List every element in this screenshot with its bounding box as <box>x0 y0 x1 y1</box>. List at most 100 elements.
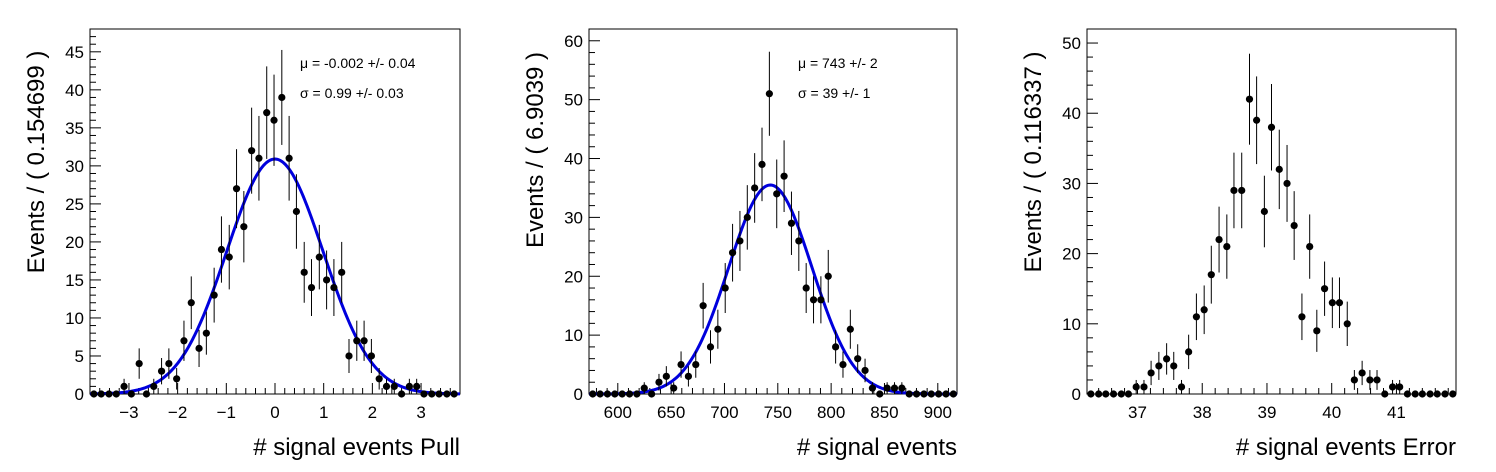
data-marker <box>589 390 597 398</box>
data-point <box>1147 360 1155 386</box>
data-point <box>751 153 759 223</box>
data-point <box>210 267 218 323</box>
data-marker <box>603 390 612 398</box>
data-point <box>883 382 891 394</box>
x-tick-label: 41 <box>1387 403 1406 422</box>
data-point <box>1253 76 1261 165</box>
data-marker <box>1388 383 1397 391</box>
x-axis-label: # signal events <box>797 434 957 461</box>
data-marker <box>390 382 398 390</box>
data-marker <box>876 390 884 398</box>
data-point <box>942 390 950 398</box>
x-tick-label: 37 <box>1128 403 1147 422</box>
data-marker <box>202 329 210 337</box>
y-tick-label: 10 <box>65 309 84 328</box>
data-point <box>1109 390 1118 398</box>
data-point <box>225 224 233 290</box>
data-marker <box>854 355 862 363</box>
data-point <box>824 249 832 303</box>
data-point <box>90 390 98 398</box>
y-tick-label: 20 <box>1062 245 1081 264</box>
data-point <box>240 191 248 263</box>
data-marker <box>1449 390 1457 398</box>
data-marker <box>1267 123 1276 131</box>
y-tick-label: 20 <box>564 267 583 286</box>
data-marker <box>1223 242 1231 251</box>
data-marker <box>751 184 759 192</box>
data-marker <box>596 390 604 398</box>
data-marker <box>405 382 413 390</box>
data-point <box>1223 214 1231 279</box>
data-marker <box>861 366 869 375</box>
data-marker <box>883 384 891 392</box>
fit-curve <box>589 183 957 396</box>
data-point <box>217 216 226 283</box>
data-point <box>721 263 729 314</box>
data-point <box>248 107 256 194</box>
data-point <box>1207 245 1215 304</box>
data-point <box>787 191 796 255</box>
data-point <box>758 127 766 202</box>
data-marker <box>173 375 181 383</box>
data-marker <box>1155 362 1163 370</box>
x-tick-label: 1 <box>319 403 328 422</box>
data-marker <box>375 375 383 383</box>
data-point <box>655 373 663 391</box>
data-marker <box>413 382 421 390</box>
data-point <box>846 309 854 349</box>
data-marker <box>1260 207 1268 216</box>
data-marker <box>648 390 656 398</box>
data-point <box>1306 214 1314 279</box>
data-marker <box>1192 313 1201 321</box>
data-marker <box>135 359 143 368</box>
data-marker <box>1396 383 1404 391</box>
data-marker <box>1230 186 1238 195</box>
y-tick-label: 45 <box>65 43 84 62</box>
data-marker <box>846 325 854 333</box>
data-point <box>323 250 331 310</box>
data-marker <box>824 272 832 280</box>
data-marker <box>633 390 641 398</box>
data-marker <box>1215 235 1223 244</box>
data-marker <box>338 268 346 276</box>
data-marker <box>330 283 338 292</box>
data-point <box>180 320 188 361</box>
data-marker <box>315 253 323 261</box>
data-point <box>173 368 181 390</box>
data-marker <box>699 302 707 310</box>
data-point <box>307 259 316 316</box>
data-point <box>435 390 443 398</box>
data-marker <box>367 352 375 360</box>
fit-mean-annotation: μ = 743 +/- 2 <box>798 55 878 71</box>
data-marker <box>1350 376 1358 384</box>
data-marker <box>1177 383 1186 391</box>
data-marker <box>1366 376 1374 384</box>
data-marker <box>802 284 810 292</box>
data-point <box>428 390 436 398</box>
data-marker <box>1102 390 1110 398</box>
data-point <box>1245 53 1254 145</box>
data-marker <box>255 154 263 162</box>
data-marker <box>120 382 128 390</box>
data-point <box>912 390 921 398</box>
data-point <box>1403 390 1412 398</box>
data-point <box>375 368 383 390</box>
data-point <box>390 378 398 394</box>
y-tick-label: 10 <box>564 326 583 345</box>
data-point <box>802 263 810 314</box>
data-marker <box>157 367 166 375</box>
data-marker <box>1207 271 1215 279</box>
data-point <box>1411 390 1419 398</box>
data-point <box>270 74 278 166</box>
data-point <box>1238 152 1246 229</box>
data-point <box>1418 390 1426 398</box>
y-tick-label: 15 <box>65 271 84 290</box>
data-marker <box>765 90 773 98</box>
data-marker <box>1426 390 1434 398</box>
data-marker <box>353 337 361 345</box>
data-marker <box>1087 390 1095 398</box>
data-marker <box>248 147 256 155</box>
data-point <box>648 390 656 398</box>
data-point <box>1124 390 1133 398</box>
y-tick-label: 30 <box>65 157 84 176</box>
